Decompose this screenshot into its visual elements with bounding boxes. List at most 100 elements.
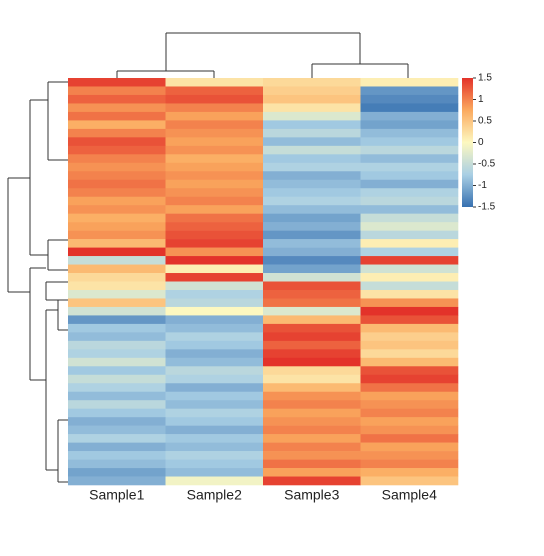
colorbar-tick-label: -0.5: [478, 159, 496, 170]
heatmap-cell: [263, 230, 361, 240]
heatmap-cell: [263, 154, 361, 164]
heatmap-cell: [263, 247, 361, 257]
heatmap-cell: [165, 434, 264, 443]
heatmap-cell: [165, 205, 264, 214]
heatmap-cell: [263, 400, 361, 409]
heatmap-cell: [68, 264, 166, 274]
heatmap-cell: [360, 120, 459, 130]
heatmap-cell: [360, 145, 459, 155]
heatmap-cell: [165, 264, 264, 274]
heatmap-cell: [360, 230, 459, 240]
heatmap-cell: [165, 137, 264, 147]
heatmap-cell: [263, 332, 361, 342]
heatmap-cell: [263, 171, 361, 181]
heatmap-cell: [360, 289, 459, 299]
heatmap-cell: [165, 94, 264, 104]
colorbar-tick-label: -1.5: [478, 202, 496, 213]
heatmap-cell: [68, 298, 166, 308]
heatmap-cell: [360, 459, 459, 469]
heatmap-cell: [165, 383, 264, 393]
x-tick-label: Sample4: [382, 487, 437, 503]
heatmap-cell: [165, 374, 264, 384]
colorbar-tick-label: 0: [478, 137, 484, 148]
heatmap-cell: [360, 374, 459, 384]
heatmap-cell: [360, 162, 459, 172]
heatmap-cell: [68, 103, 166, 113]
heatmap-cell: [263, 128, 361, 138]
heatmap-cell: [263, 94, 361, 104]
heatmap-cell: [68, 281, 166, 291]
heatmap-cell: [360, 451, 459, 460]
heatmap-cell: [68, 434, 166, 443]
heatmap-cell: [263, 298, 361, 308]
heatmap-cell: [263, 222, 361, 231]
heatmap-cell: [360, 468, 459, 477]
heatmap-cell: [68, 247, 166, 257]
heatmap-cell: [360, 408, 459, 418]
heatmap-cell: [68, 239, 166, 248]
heatmap-cell: [360, 213, 459, 223]
heatmap-cell: [360, 366, 459, 376]
x-tick-label: Sample3: [284, 487, 339, 503]
heatmap-cell: [68, 349, 166, 359]
heatmap-cell: [68, 145, 166, 155]
heatmap-cell: [263, 205, 361, 214]
heatmap-cell: [68, 111, 166, 121]
heatmap-cell: [360, 111, 459, 121]
heatmap-cell: [68, 230, 166, 240]
heatmap-cell: [165, 357, 264, 367]
heatmap-cell: [360, 128, 459, 138]
heatmap-cell: [165, 145, 264, 155]
heatmap-cell: [263, 306, 361, 316]
heatmap-cell: [68, 222, 166, 231]
heatmap-cell: [68, 357, 166, 367]
heatmap-cell: [263, 391, 361, 401]
heatmap-cell: [360, 349, 459, 359]
heatmap-cell: [165, 332, 264, 342]
colorbar-tick-label: -1: [478, 180, 487, 191]
heatmap-cell: [165, 459, 264, 469]
heatmap-cell: [263, 188, 361, 198]
heatmap-cell: [165, 256, 264, 265]
heatmap-cell: [263, 476, 361, 486]
heatmap-cell: [68, 468, 166, 477]
heatmap-cell: [263, 340, 361, 350]
heatmap-cell: [360, 86, 459, 96]
heatmap-cell: [165, 179, 264, 189]
heatmap-cell: [165, 162, 264, 172]
heatmap-cell: [360, 247, 459, 257]
heatmap-cell: [360, 222, 459, 231]
heatmap-cell: [360, 332, 459, 342]
row-dendrogram: [7, 81, 68, 483]
heatmap-cell: [165, 78, 264, 87]
heatmap-cell: [165, 154, 264, 164]
heatmap-cell: [360, 154, 459, 164]
heatmap-cell: [360, 400, 459, 409]
heatmap-cell: [68, 323, 166, 333]
heatmap-cell: [68, 78, 166, 87]
heatmap-cell: [165, 103, 264, 113]
heatmap-cell: [165, 417, 264, 426]
heatmap-cell: [165, 247, 264, 257]
heatmap-cell: [68, 256, 166, 265]
heatmap-cell: [68, 417, 166, 426]
colorbar: [462, 78, 473, 207]
heatmap-cell: [360, 196, 459, 206]
heatmap-cell: [360, 315, 459, 325]
heatmap-cell: [360, 94, 459, 104]
heatmap-cell: [165, 315, 264, 325]
heatmap-cell: [360, 264, 459, 274]
heatmap-cell: [165, 171, 264, 181]
heatmap-cell: [263, 196, 361, 206]
heatmap-cell: [263, 239, 361, 248]
heatmap-cell: [263, 374, 361, 384]
heatmap-cell: [360, 323, 459, 333]
heatmap-cell: [360, 273, 459, 282]
heatmap-cell: [165, 306, 264, 316]
heatmap-cell: [165, 273, 264, 282]
heatmap-cell: [165, 349, 264, 359]
heatmap-cell: [360, 383, 459, 393]
heatmap-cell: [360, 188, 459, 198]
heatmap-cell: [165, 408, 264, 418]
